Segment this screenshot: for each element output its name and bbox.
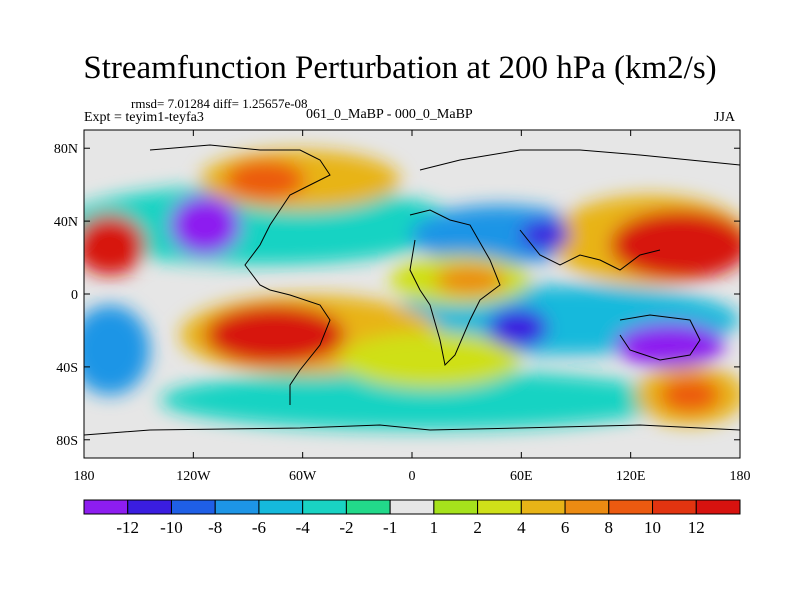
max-south-america (205, 305, 345, 365)
colorbar-label: 1 (430, 518, 439, 537)
colorbar-swatch (389, 499, 435, 515)
min-central-asia (520, 220, 570, 250)
cool-zone-west (84, 305, 150, 395)
colorbar-label: 2 (473, 518, 482, 537)
min-australia (615, 323, 725, 367)
x-tick-label: 180 (730, 469, 751, 484)
max-south-pacific (660, 377, 720, 413)
chart-title: Streamfunction Perturbation at 200 hPa (… (83, 50, 717, 86)
y-tick-label: 40N (54, 215, 78, 230)
colorbar-swatch (695, 499, 741, 515)
max-north-america (225, 160, 305, 200)
season-label: JJA (714, 110, 736, 125)
y-tick-label: 40S (56, 361, 78, 376)
colorbar-swatch (170, 499, 216, 515)
y-tick-label: 0 (71, 288, 78, 303)
colorbar-label: -10 (160, 518, 183, 537)
colorbar-swatch (564, 499, 610, 515)
colorbar-swatch (345, 499, 391, 515)
colorbar-label: -1 (383, 518, 397, 537)
colorbar-swatch (520, 499, 566, 515)
colorbar-label: 6 (561, 518, 570, 537)
coast-australia (619, 314, 701, 361)
coast-africa (409, 209, 501, 367)
max-africa (435, 265, 505, 295)
axes: 180 120W 60W 0 60E 120E 180 80N 40N 0 40S 80S (54, 130, 751, 484)
experiment-label: Expt = teyim1-teyfa3 (84, 110, 204, 125)
coastlines (84, 144, 740, 436)
colorbar-swatch (608, 499, 654, 515)
colorbar-swatch (214, 499, 260, 515)
coast-eurasia (419, 149, 740, 171)
colorbar-swatch (652, 499, 697, 515)
colorbar-swatch (258, 499, 304, 515)
x-tick-label: 120W (176, 469, 211, 484)
colorbar-swatch (302, 499, 347, 515)
x-tick-label: 180 (74, 469, 95, 484)
y-tick-label: 80S (56, 434, 78, 449)
coast-antarctica (84, 424, 740, 436)
x-tick-label: 0 (409, 469, 416, 484)
coast-asia-south (519, 229, 661, 271)
max-east-asia (610, 210, 740, 280)
x-tick-label: 60E (510, 469, 533, 484)
colorbar-label: 12 (688, 518, 705, 537)
min-indian-ocean (488, 308, 548, 348)
cool-band-north (84, 185, 460, 265)
x-tick-label: 60W (289, 469, 317, 484)
max-west-pacific (84, 215, 145, 275)
colorbar-label: -4 (296, 518, 311, 537)
colorbar-label: -6 (252, 518, 266, 537)
experiment-difference-label: 061_0_MaBP - 000_0_MaBP (306, 107, 473, 122)
warm-zone-south-indian (340, 332, 520, 388)
colorbar-label: 10 (644, 518, 661, 537)
colorbar-swatch (477, 499, 522, 515)
colorbar-swatch (83, 499, 129, 515)
colorbar-swatch (127, 499, 172, 515)
y-tick-label: 80N (54, 142, 78, 157)
min-north-pacific (170, 195, 240, 255)
plot-area (84, 130, 740, 458)
stats-label: rmsd= 7.01284 diff= 1.25657e-08 (131, 96, 308, 111)
colorbar-label: -12 (116, 518, 139, 537)
colorbar-swatch (433, 499, 479, 515)
colorbar-label: 8 (605, 518, 614, 537)
colorbar: -12 -10 -8 -6 -4 -2 -1 1 2 4 6 8 10 12 (83, 499, 741, 537)
coast-south-america (269, 289, 331, 405)
coast-north-america (149, 144, 331, 291)
x-tick-label: 120E (616, 469, 646, 484)
colorbar-label: -8 (208, 518, 222, 537)
colorbar-label: 4 (517, 518, 526, 537)
colorbar-label: -2 (339, 518, 353, 537)
